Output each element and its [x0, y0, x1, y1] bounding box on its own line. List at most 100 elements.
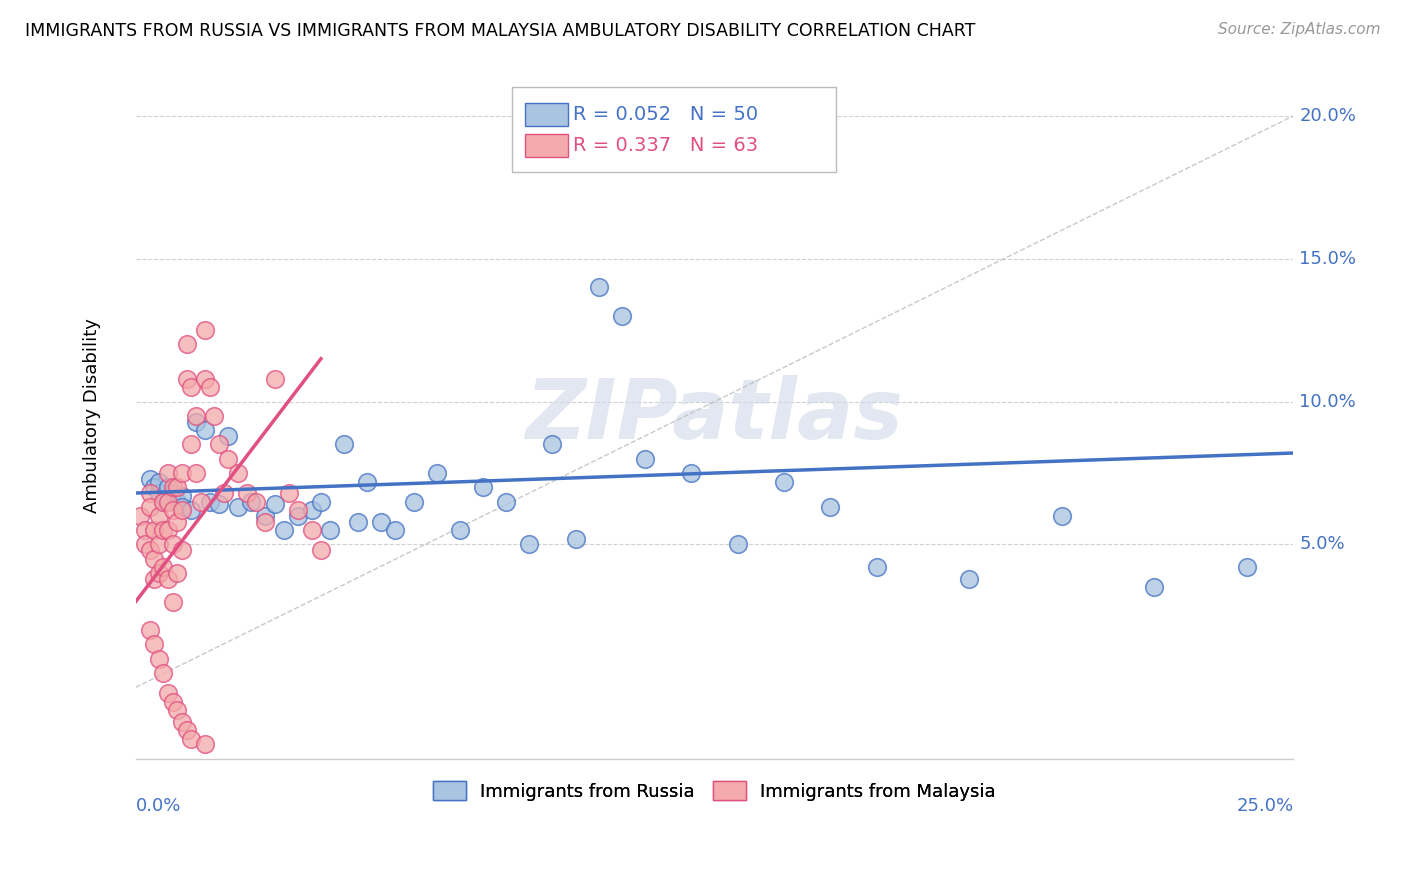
- Point: [184, 415, 207, 429]
- Point: [143, 572, 166, 586]
- Point: [217, 451, 239, 466]
- Point: [143, 638, 166, 652]
- Point: [240, 494, 263, 508]
- Point: [170, 714, 193, 729]
- Point: [176, 337, 198, 351]
- Point: [245, 494, 267, 508]
- Text: Ambulatory Disability: Ambulatory Disability: [83, 318, 101, 513]
- Point: [273, 523, 295, 537]
- Point: [157, 572, 180, 586]
- Point: [184, 466, 207, 480]
- Point: [170, 466, 193, 480]
- Point: [162, 537, 184, 551]
- Point: [610, 309, 633, 323]
- Legend: Immigrants from Russia, Immigrants from Malaysia: Immigrants from Russia, Immigrants from …: [426, 774, 1002, 808]
- Point: [162, 480, 184, 494]
- Point: [166, 566, 188, 580]
- Point: [134, 537, 156, 551]
- Point: [1143, 580, 1166, 594]
- Point: [166, 515, 188, 529]
- Text: 25.0%: 25.0%: [1236, 797, 1294, 814]
- Point: [301, 523, 323, 537]
- Point: [152, 494, 174, 508]
- Point: [138, 543, 160, 558]
- Point: [1050, 508, 1073, 523]
- Point: [226, 466, 249, 480]
- Point: [1236, 560, 1258, 574]
- Point: [194, 423, 217, 437]
- Point: [319, 523, 342, 537]
- Point: [143, 480, 166, 494]
- Point: [681, 466, 703, 480]
- Point: [727, 537, 749, 551]
- Point: [170, 503, 193, 517]
- Point: [152, 523, 174, 537]
- FancyBboxPatch shape: [524, 103, 568, 127]
- Point: [277, 486, 299, 500]
- Text: ZIPatlas: ZIPatlas: [526, 376, 904, 457]
- Point: [472, 480, 495, 494]
- FancyBboxPatch shape: [512, 87, 837, 172]
- Point: [143, 523, 166, 537]
- Point: [541, 437, 564, 451]
- Point: [263, 372, 285, 386]
- Point: [180, 380, 202, 394]
- Point: [157, 523, 180, 537]
- Point: [180, 731, 202, 746]
- Point: [138, 623, 160, 637]
- Point: [208, 498, 231, 512]
- Point: [166, 480, 188, 494]
- Point: [384, 523, 406, 537]
- Point: [356, 475, 378, 489]
- Point: [166, 703, 188, 717]
- Point: [180, 437, 202, 451]
- Point: [148, 566, 170, 580]
- Point: [402, 494, 425, 508]
- Text: 20.0%: 20.0%: [1299, 107, 1355, 125]
- Point: [564, 532, 586, 546]
- Text: IMMIGRANTS FROM RUSSIA VS IMMIGRANTS FROM MALAYSIA AMBULATORY DISABILITY CORRELA: IMMIGRANTS FROM RUSSIA VS IMMIGRANTS FRO…: [25, 22, 976, 40]
- Point: [449, 523, 471, 537]
- Point: [162, 486, 184, 500]
- Point: [333, 437, 356, 451]
- Point: [495, 494, 517, 508]
- Point: [301, 503, 323, 517]
- Point: [347, 515, 370, 529]
- Point: [194, 323, 217, 337]
- Point: [773, 475, 796, 489]
- Point: [226, 500, 249, 515]
- FancyBboxPatch shape: [524, 134, 568, 157]
- Point: [166, 494, 188, 508]
- Point: [820, 500, 842, 515]
- Point: [138, 472, 160, 486]
- Text: R = 0.052   N = 50: R = 0.052 N = 50: [574, 105, 758, 124]
- Point: [426, 466, 449, 480]
- Point: [162, 695, 184, 709]
- Point: [152, 560, 174, 574]
- Point: [138, 486, 160, 500]
- Point: [370, 515, 392, 529]
- Point: [634, 451, 657, 466]
- Point: [254, 508, 277, 523]
- Point: [309, 494, 332, 508]
- Point: [157, 480, 180, 494]
- Point: [254, 515, 277, 529]
- Point: [143, 551, 166, 566]
- Point: [190, 494, 212, 508]
- Point: [170, 543, 193, 558]
- Point: [217, 429, 239, 443]
- Point: [152, 666, 174, 681]
- Text: 0.0%: 0.0%: [136, 797, 181, 814]
- Text: 10.0%: 10.0%: [1299, 392, 1355, 410]
- Point: [957, 572, 980, 586]
- Point: [212, 486, 235, 500]
- Point: [309, 543, 332, 558]
- Point: [184, 409, 207, 423]
- Point: [517, 537, 540, 551]
- Text: R = 0.337   N = 63: R = 0.337 N = 63: [574, 136, 758, 155]
- Text: 15.0%: 15.0%: [1299, 250, 1357, 268]
- Point: [236, 486, 259, 500]
- Point: [170, 489, 193, 503]
- Point: [157, 466, 180, 480]
- Point: [162, 503, 184, 517]
